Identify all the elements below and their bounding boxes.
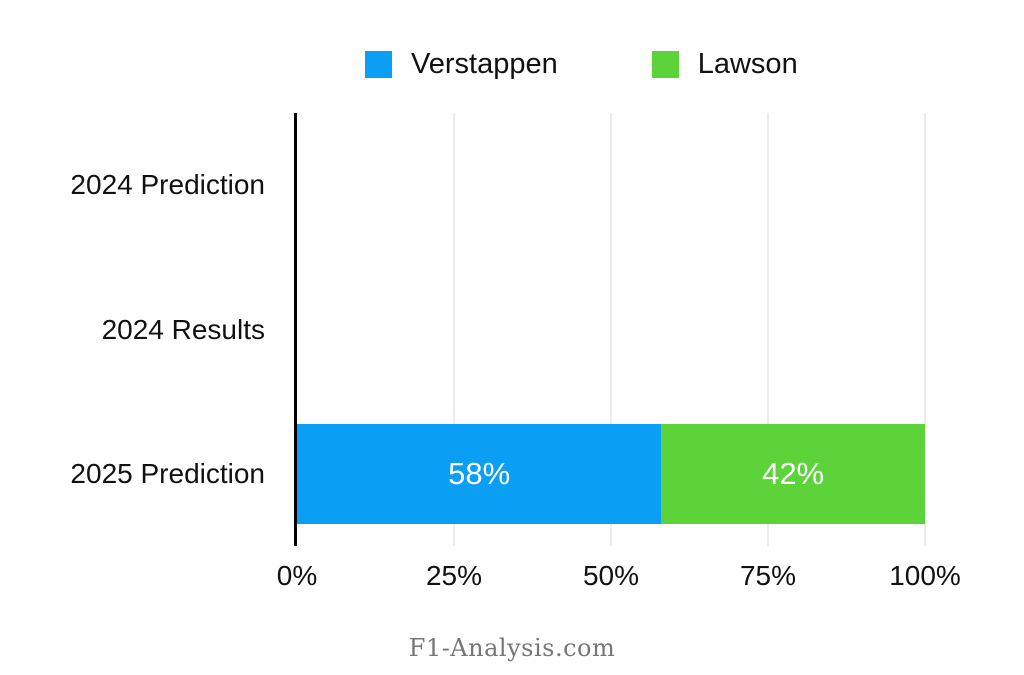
x-tick-label: 75%	[739, 560, 797, 591]
watermark-text: F1-Analysis.com	[408, 634, 616, 662]
legend-item: Verstappen	[365, 50, 558, 79]
category-label: 2025 Prediction	[70, 457, 265, 489]
category-label: 2024 Prediction	[70, 169, 265, 201]
bar-value-label: 58%	[448, 456, 511, 492]
gridline-50%	[610, 113, 612, 546]
gridline-100%	[924, 113, 926, 546]
bar-value-label: 42%	[762, 456, 825, 492]
gridline-25%	[453, 113, 455, 546]
legend: Verstappen Lawson	[365, 50, 798, 79]
bar-segment-lawson: 42%	[661, 423, 925, 524]
x-tick-label: 25%	[425, 560, 483, 591]
x-tick-label: 100%	[889, 560, 961, 591]
legend-label: Verstappen	[411, 48, 558, 80]
legend-swatch-verstappen	[365, 51, 392, 78]
x-axis-tick-labels: 0% 25% 50% 75% 100%	[277, 560, 961, 596]
gridline-75%	[767, 113, 769, 546]
legend-label: Lawson	[697, 48, 798, 80]
category-label: 2024 Results	[101, 313, 265, 345]
bar-row-2025-prediction: 58% 42%	[297, 423, 925, 524]
x-tick-label: 0%	[276, 560, 318, 591]
y-axis-line	[294, 113, 297, 546]
x-tick-label: 50%	[582, 560, 640, 591]
legend-item: Lawson	[651, 48, 798, 80]
plot-area: 58% 42%	[294, 113, 926, 546]
legend-swatch-lawson	[651, 51, 679, 78]
bar-segment-verstappen: 58%	[297, 423, 662, 524]
